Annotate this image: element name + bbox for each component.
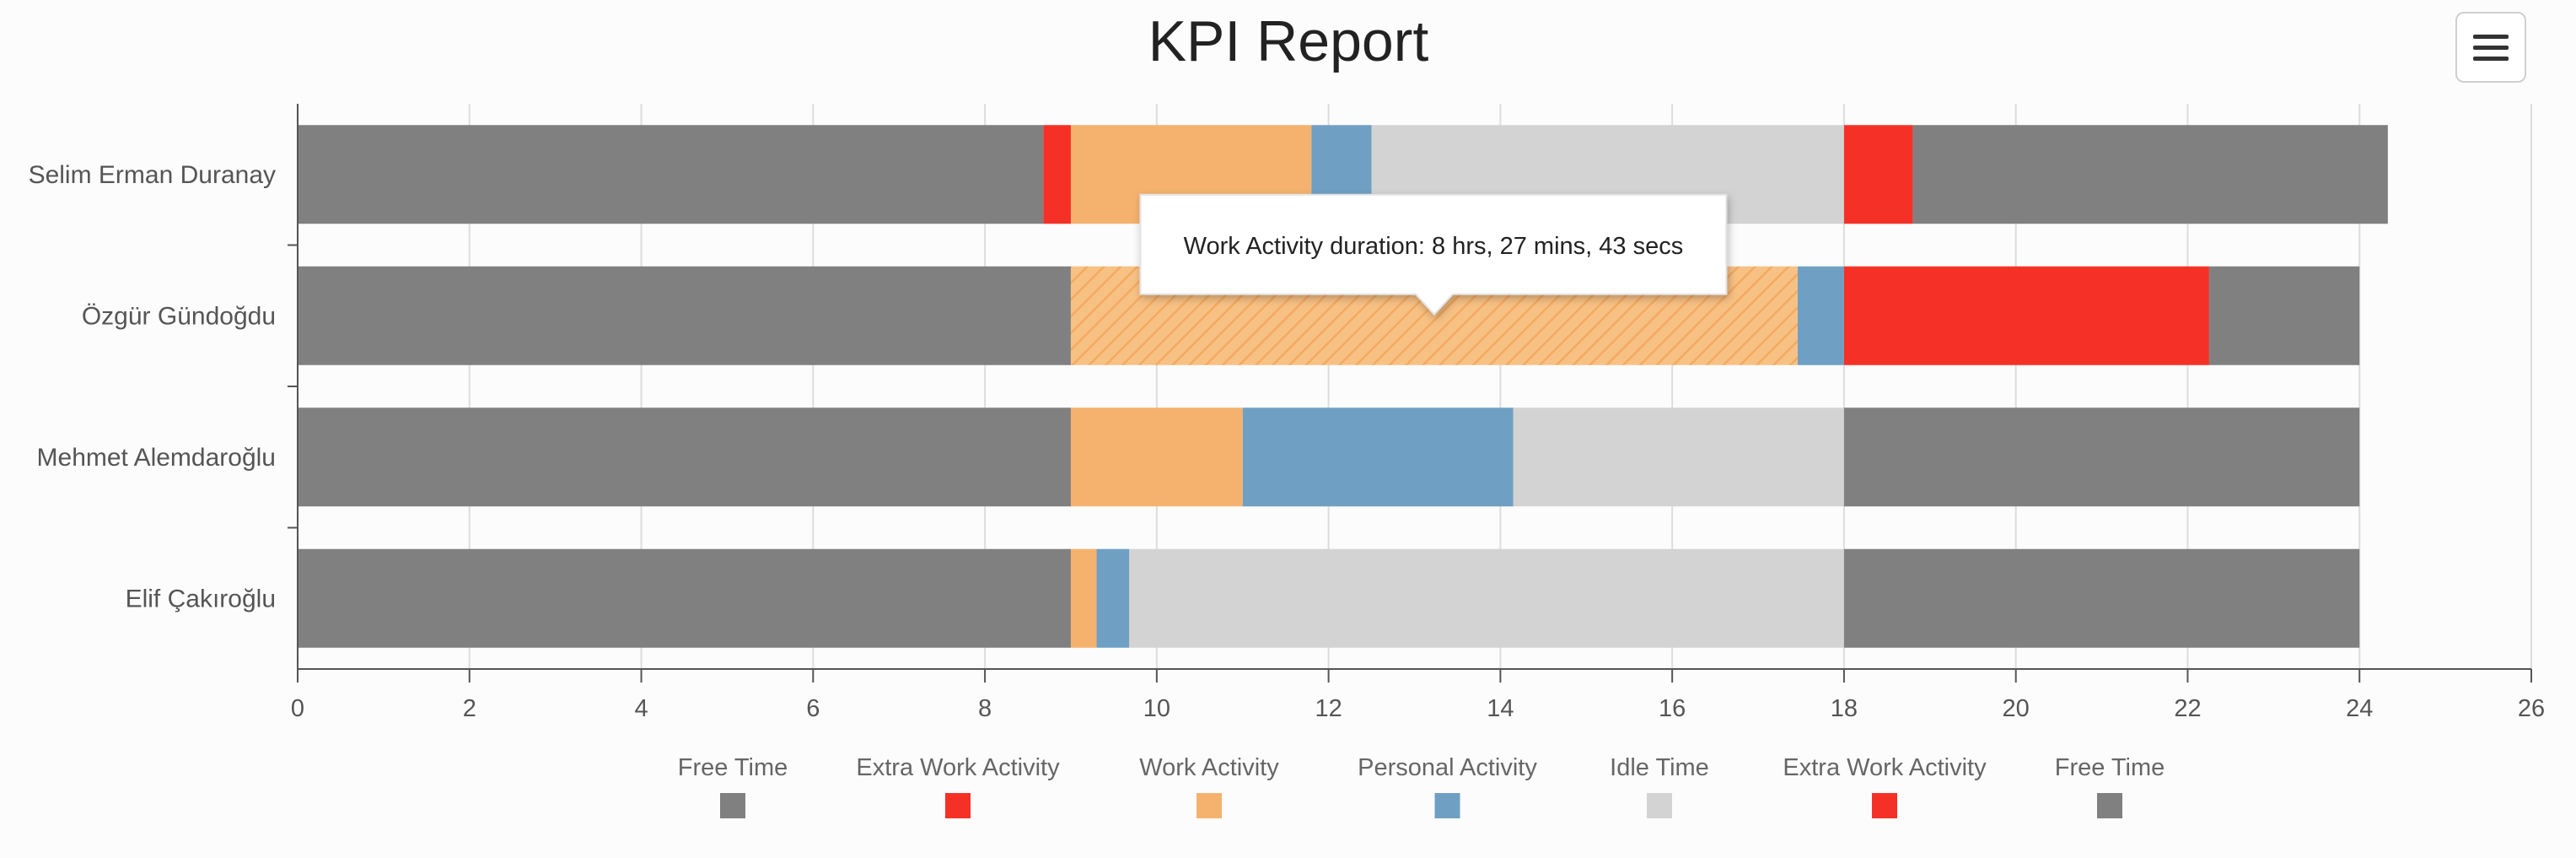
bar-segment-personal-activity[interactable] (1242, 407, 1514, 507)
bar-segment-free-time[interactable] (2208, 266, 2360, 365)
bar-segment-extra-work-activity[interactable] (1843, 125, 1913, 224)
tooltip-box (1139, 193, 1728, 316)
tooltip: Work Activity duration: 8 hrs, 27 mins, … (1139, 193, 1728, 316)
legend-swatch[interactable] (1647, 793, 1672, 818)
legend-swatch[interactable] (1434, 793, 1460, 818)
x-tick-label: 16 (1659, 695, 1686, 722)
legend-label: Idle Time (1610, 754, 1709, 781)
bar-segment-free-time[interactable] (298, 266, 1071, 365)
y-category-label: Selim Erman Duranay (29, 161, 276, 189)
legend-swatch[interactable] (2097, 793, 2122, 818)
bar-segment-free-time[interactable] (1843, 548, 2360, 648)
bar-segment-free-time[interactable] (1843, 407, 2360, 507)
y-category-label: Özgür Gündoğdu (82, 302, 276, 330)
tooltip-text: Work Activity duration: 8 hrs, 27 mins, … (1184, 233, 1684, 260)
x-tick-label: 0 (291, 695, 304, 722)
x-tick-label: 2 (463, 695, 476, 722)
bar-segment-work-activity[interactable] (1070, 407, 1243, 507)
x-tick-label: 24 (2346, 695, 2373, 722)
x-tick-label: 18 (1831, 695, 1858, 722)
chart-title: KPI Report (1148, 9, 1429, 73)
legend-label: Extra Work Activity (1783, 754, 1987, 781)
x-tick-label: 8 (978, 695, 992, 722)
x-tick-label: 26 (2518, 695, 2545, 722)
bar-segment-free-time[interactable] (298, 125, 1044, 224)
legend-label: Work Activity (1139, 754, 1279, 781)
bar-segment-personal-activity[interactable] (1096, 548, 1130, 648)
x-tick-label: 10 (1143, 695, 1170, 722)
bar-segment-extra-work-activity[interactable] (1043, 125, 1071, 224)
legend-label: Personal Activity (1358, 754, 1537, 781)
legend-swatch[interactable] (945, 793, 971, 818)
x-tick-label: 12 (1315, 695, 1342, 722)
x-tick-label: 22 (2174, 695, 2201, 722)
bar-segment-extra-work-activity[interactable] (1843, 266, 2209, 365)
bar-segment-free-time[interactable] (1912, 125, 2388, 224)
x-tick-label: 6 (806, 695, 820, 722)
legend-swatch[interactable] (1872, 793, 1897, 818)
bar-segment-free-time[interactable] (298, 407, 1071, 507)
y-category-label: Mehmet Alemdaroğlu (37, 444, 276, 472)
x-tick-label: 4 (634, 695, 648, 722)
legend-swatch[interactable] (1197, 793, 1222, 818)
bar-segment-work-activity[interactable] (1070, 548, 1097, 648)
legend-label: Free Time (678, 754, 788, 781)
bar-segment-idle-time[interactable] (1513, 407, 1844, 507)
legend-swatch[interactable] (720, 793, 745, 818)
y-category-label: Elif Çakıroğlu (126, 585, 276, 612)
legend-label: Free Time (2055, 754, 2165, 781)
bar-segment-free-time[interactable] (298, 548, 1071, 648)
legend: Free Time Extra Work Activity Work Activit… (678, 754, 2165, 818)
x-tick-label: 14 (1487, 695, 1514, 722)
bar-segment-personal-activity[interactable] (1797, 266, 1844, 365)
legend-label: Extra Work Activity (856, 754, 1060, 781)
hamburger-menu-icon[interactable] (2455, 12, 2526, 83)
bar-segment-idle-time[interactable] (1129, 548, 1844, 648)
x-tick-label: 20 (2003, 695, 2030, 722)
